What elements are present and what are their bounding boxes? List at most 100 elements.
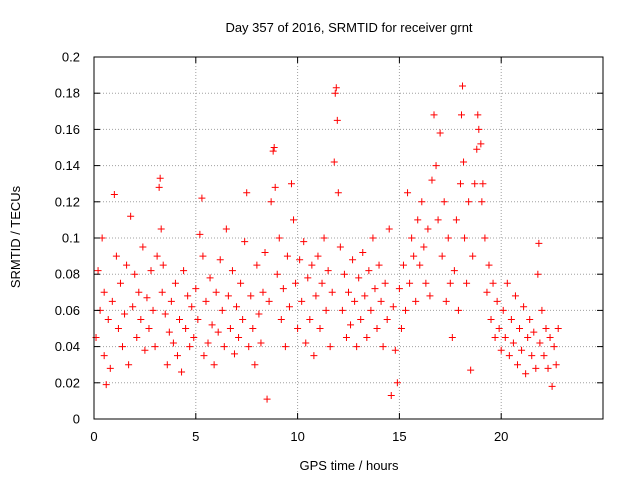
data-point <box>220 343 228 351</box>
data-point <box>263 395 271 403</box>
data-point <box>271 183 279 191</box>
data-point <box>178 368 186 376</box>
data-point <box>255 310 263 318</box>
data-point <box>186 343 194 351</box>
data-point <box>459 82 467 90</box>
data-point <box>501 334 509 342</box>
data-point <box>375 261 383 269</box>
data-point <box>173 352 181 360</box>
data-point <box>316 325 324 332</box>
data-point <box>524 334 532 342</box>
data-point <box>270 144 278 151</box>
data-point <box>528 352 536 360</box>
data-point <box>141 346 149 354</box>
data-point <box>474 111 482 119</box>
data-point <box>198 194 206 202</box>
data-point <box>149 306 157 314</box>
data-point <box>306 315 314 323</box>
data-point <box>478 198 486 206</box>
data-point <box>469 252 477 260</box>
data-point <box>406 279 414 287</box>
data-point <box>357 315 365 323</box>
data-point <box>399 261 407 269</box>
data-point <box>285 303 293 311</box>
x-tick-label: 5 <box>192 429 199 444</box>
data-point <box>456 180 464 188</box>
data-point <box>314 252 322 260</box>
data-point <box>548 382 556 390</box>
data-point <box>320 234 328 242</box>
data-point <box>536 339 544 347</box>
data-point <box>273 270 281 278</box>
data-point <box>112 252 120 260</box>
data-point <box>192 285 200 293</box>
data-point <box>267 198 275 206</box>
data-point <box>481 234 489 242</box>
data-point <box>249 325 257 332</box>
data-point <box>204 339 212 347</box>
data-point <box>452 216 460 224</box>
data-point <box>442 297 450 305</box>
data-point <box>279 285 287 293</box>
data-point <box>404 189 412 197</box>
y-tick-label: 0.1 <box>62 231 80 246</box>
data-point <box>355 274 363 282</box>
data-point <box>163 361 171 369</box>
data-point <box>253 261 261 269</box>
data-point <box>347 321 355 329</box>
data-point <box>446 279 454 287</box>
data-point <box>402 306 410 314</box>
data-point <box>416 261 424 269</box>
data-point <box>153 252 161 260</box>
data-point <box>135 288 143 296</box>
data-point <box>161 310 169 318</box>
data-point <box>522 370 530 378</box>
data-point <box>359 248 367 256</box>
data-point <box>100 288 108 296</box>
data-point <box>265 297 273 305</box>
data-point <box>550 343 558 351</box>
data-point <box>208 321 216 329</box>
data-point <box>542 325 550 332</box>
data-point <box>336 243 344 251</box>
data-point <box>448 334 456 342</box>
data-point <box>420 243 428 251</box>
x-tick-label: 20 <box>494 429 508 444</box>
data-point <box>127 212 135 220</box>
data-point <box>108 297 116 305</box>
data-point <box>202 297 210 305</box>
data-point <box>176 315 184 323</box>
data-point <box>199 252 207 260</box>
data-point <box>361 292 369 300</box>
data-point <box>530 328 538 336</box>
data-point <box>493 297 501 305</box>
data-point <box>119 343 127 351</box>
data-point <box>171 279 179 287</box>
data-point <box>342 334 350 342</box>
y-tick-label: 0.08 <box>55 267 80 282</box>
data-point <box>371 285 379 293</box>
data-point <box>535 239 543 247</box>
data-point <box>251 361 259 369</box>
data-point <box>304 274 312 282</box>
data-point <box>332 84 340 92</box>
data-point <box>424 225 432 233</box>
data-point <box>507 315 515 323</box>
data-point <box>155 183 163 191</box>
tick-labels: 0 0.02 0.04 0.06 0.08 0.1 0.12 0.14 0.16 0.18 0.2 0… <box>55 50 509 445</box>
data-point <box>391 346 399 354</box>
data-point <box>156 174 164 182</box>
data-point <box>100 352 108 360</box>
data-point <box>247 292 255 300</box>
data-point <box>114 325 122 332</box>
data-point <box>479 180 487 188</box>
data-point <box>412 297 420 305</box>
data-point <box>387 391 395 399</box>
data-point <box>353 343 361 351</box>
data-point <box>440 198 448 206</box>
data-point <box>418 198 426 206</box>
data-point <box>143 294 151 302</box>
data-point <box>393 379 401 387</box>
data-point <box>410 252 418 260</box>
